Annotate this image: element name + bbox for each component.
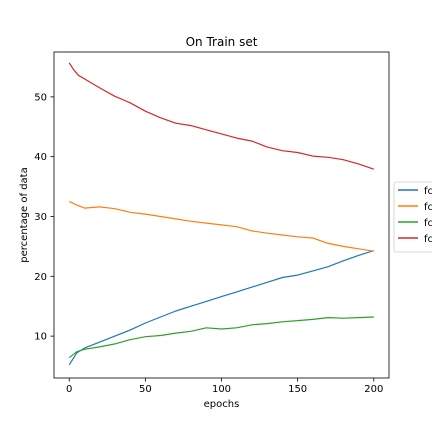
x-tick-label: 200 <box>364 384 383 395</box>
x-axis-ticks: 0 50 100 150 200 <box>66 378 383 395</box>
series-line-1 <box>68 250 374 366</box>
y-tick-label: 30 <box>34 212 47 223</box>
series-line-4 <box>68 62 374 170</box>
y-tick-label: 50 <box>34 92 47 103</box>
chart-title: On Train set <box>186 35 258 49</box>
legend-entry-label: fc <box>424 218 432 229</box>
legend-entry-label: fc <box>424 202 432 213</box>
legend-box <box>393 181 432 253</box>
y-tick-label: 20 <box>34 272 47 283</box>
y-tick-label: 40 <box>34 152 47 163</box>
y-axis-ticks: 10 20 30 40 50 <box>34 92 54 343</box>
series-line-3 <box>68 316 374 359</box>
x-axis-label: epochs <box>204 399 240 410</box>
y-axis-label: percentage of data <box>19 167 30 262</box>
x-tick-label: 0 <box>66 384 72 395</box>
x-tick-label: 100 <box>212 384 231 395</box>
x-tick-label: 150 <box>288 384 307 395</box>
series-layer <box>68 62 374 366</box>
legend: fc fc fc fc <box>393 181 432 253</box>
legend-entry-label: fc <box>424 234 432 245</box>
y-tick-label: 10 <box>34 332 47 343</box>
series-line-2 <box>68 200 374 252</box>
x-tick-label: 50 <box>139 384 152 395</box>
legend-entry-label: fc <box>424 186 432 197</box>
